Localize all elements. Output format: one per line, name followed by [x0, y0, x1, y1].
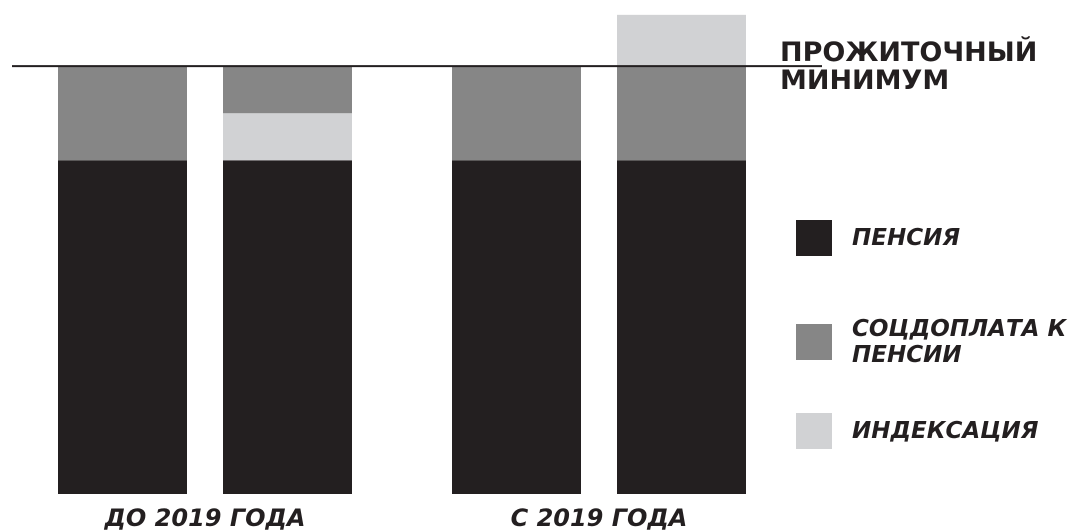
bar-segment — [617, 66, 746, 161]
bar-segment — [617, 160, 746, 494]
legend-label: ПЕНСИЯ — [852, 225, 961, 251]
bar-segment — [223, 113, 352, 161]
bar-segment — [58, 66, 187, 161]
bar-segment — [58, 160, 187, 494]
bar-segment — [223, 160, 352, 494]
legend-item: ПЕНСИЯ — [796, 220, 1086, 256]
legend-swatch — [796, 220, 832, 256]
legend-swatch — [796, 324, 832, 360]
bar-segment — [617, 14, 746, 67]
legend-swatch — [796, 413, 832, 449]
bar-segment — [452, 66, 581, 161]
reference-label: ПРОЖИТОЧНЫЙ — [780, 36, 1037, 68]
bar-segment — [452, 160, 581, 494]
x-tick-label: ДО 2019 ГОДА — [104, 504, 306, 532]
legend-label: ИНДЕКСАЦИЯ — [852, 418, 1039, 444]
legend-label: СОЦДОПЛАТА К ПЕНСИИ — [852, 316, 1067, 368]
x-tick-label: С 2019 ГОДА — [511, 504, 688, 532]
bar-segment — [223, 66, 352, 114]
legend-item: ИНДЕКСАЦИЯ — [796, 413, 1086, 449]
reference-label: МИНИМУМ — [780, 65, 949, 96]
legend-item: СОЦДОПЛАТА К ПЕНСИИ — [796, 316, 1086, 368]
